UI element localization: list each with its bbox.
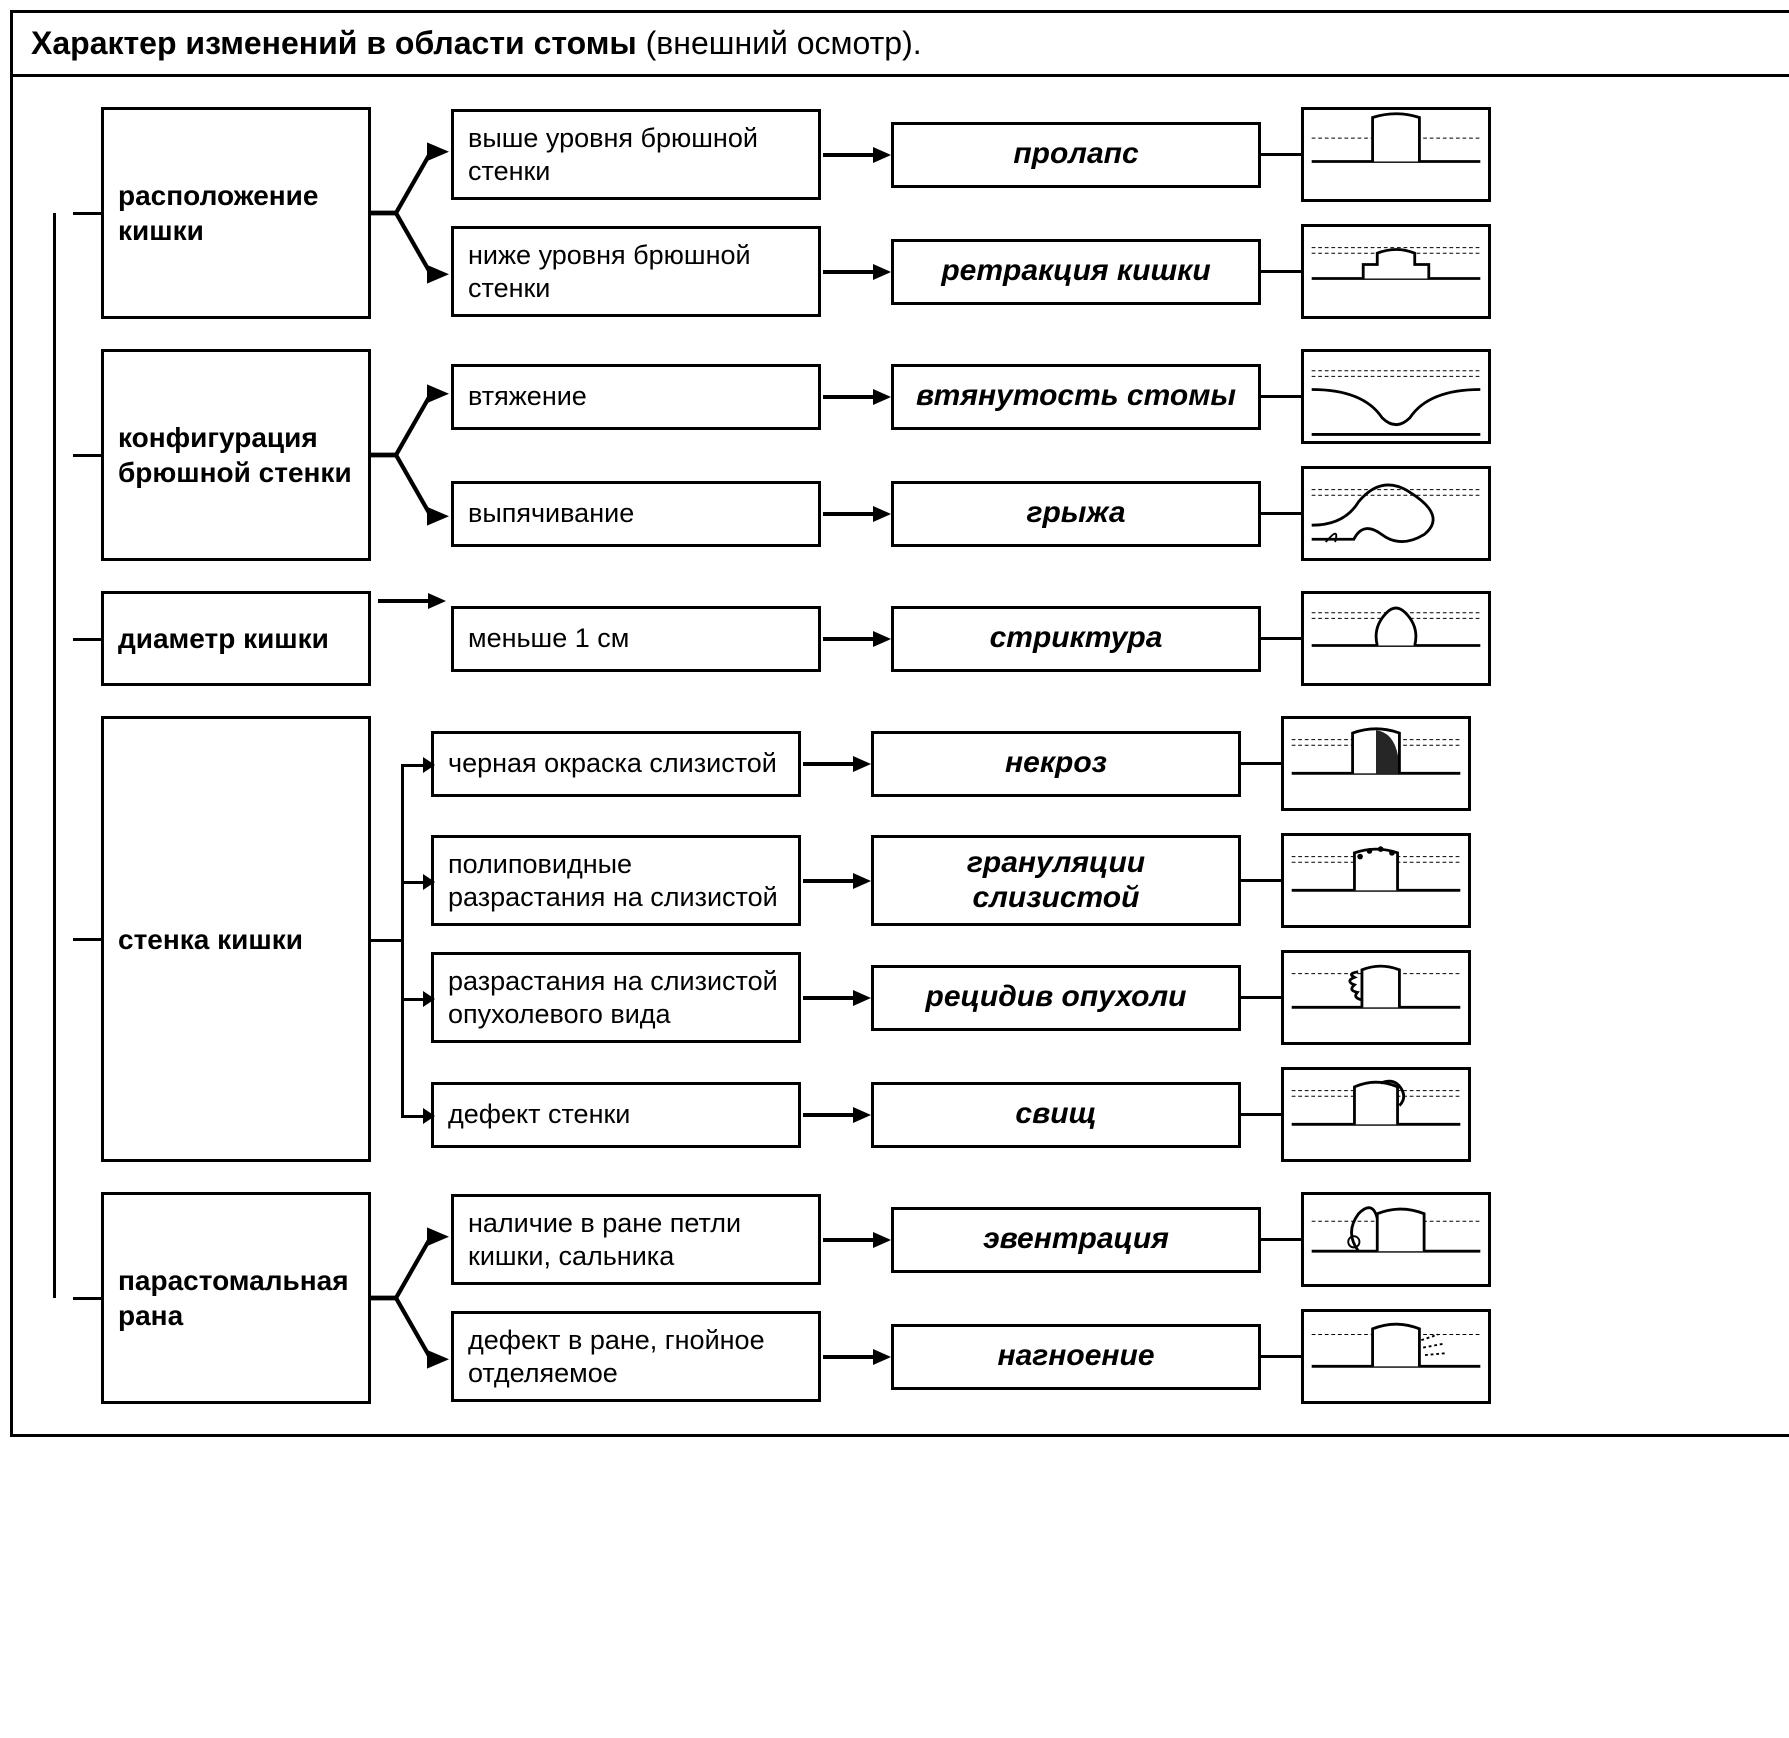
observation-box: наличие в ране петли кишки, сальника: [451, 1194, 821, 1285]
schematic-icon: [1301, 107, 1491, 202]
diagram-row: черная окраска слизистой некроз: [431, 716, 1776, 811]
branch-connector: [371, 1192, 451, 1404]
arrow-icon: [801, 754, 871, 774]
connector-line: [1241, 879, 1281, 882]
observation-box: выше уровня брюшной стенки: [451, 109, 821, 200]
diagram-row: полиповидные разрастания на слизистой гра…: [431, 833, 1776, 928]
diagram-row: втяжение втянутость стомы: [451, 349, 1776, 444]
title-paren: (внешний осмотр).: [646, 25, 922, 61]
diagnosis-box: грануляции слизистой: [871, 835, 1241, 926]
diagnosis-box: ретракция кишки: [891, 239, 1261, 305]
observation-box: дефект стенки: [431, 1082, 801, 1148]
connector-line: [1241, 762, 1281, 765]
diagnosis-box: нагноение: [891, 1324, 1261, 1390]
arrow-icon: [801, 988, 871, 1008]
arrow-icon: [801, 1105, 871, 1125]
arrow-icon: [821, 504, 891, 524]
observation-box: дефект в ране, гнойное отделяемое: [451, 1311, 821, 1402]
category-box: конфигурация брюшной стенки: [101, 349, 371, 561]
schematic-icon: [1301, 224, 1491, 319]
diagram-row: разрастания на слизистой опухолевого вид…: [431, 950, 1776, 1045]
branch-connector: [371, 349, 451, 561]
schematic-icon: [1281, 716, 1471, 811]
rows: втяжение втянутость стомы выпячивание грыжа: [451, 349, 1776, 561]
section: парастомальная рана наличие в ране петли…: [33, 1192, 1776, 1404]
connector-line: [1241, 996, 1281, 999]
rows: выше уровня брюшной стенки пролапс ниже ур…: [451, 107, 1776, 319]
rows: черная окраска слизистой некроз полиповидн…: [431, 716, 1776, 1162]
category-box: стенка кишки: [101, 716, 371, 1162]
diagram-row: меньше 1 см стриктура: [451, 591, 1776, 686]
arrow-icon: [821, 1347, 891, 1367]
diagram-row: выпячивание грыжа: [451, 466, 1776, 561]
spine-tick: [73, 638, 101, 641]
section: расположение кишки выше уровня брюшной с…: [33, 107, 1776, 319]
section: стенка кишки черная окраска слизистой некр…: [33, 716, 1776, 1162]
connector-line: [1261, 1238, 1301, 1241]
rows: меньше 1 см стриктура: [451, 591, 1776, 686]
diagram-row: ниже уровня брюшной стенки ретракция кишк…: [451, 224, 1776, 319]
diagnosis-box: пролапс: [891, 122, 1261, 188]
arrow-icon: [821, 387, 891, 407]
observation-box: втяжение: [451, 364, 821, 430]
diagnosis-box: свищ: [871, 1082, 1241, 1148]
section: диаметр кишки меньше 1 см стриктура: [33, 591, 1776, 686]
arrow-icon: [821, 145, 891, 165]
diagram-row: наличие в ране петли кишки, сальника эвен…: [451, 1192, 1776, 1287]
diagnosis-box: некроз: [871, 731, 1241, 797]
section: конфигурация брюшной стенки втяжение втян…: [33, 349, 1776, 561]
diagnosis-box: рецидив опухоли: [871, 965, 1241, 1031]
diagnosis-box: грыжа: [891, 481, 1261, 547]
rows: наличие в ране петли кишки, сальника эвен…: [451, 1192, 1776, 1404]
spine-tick: [73, 454, 101, 457]
connector-line: [1261, 395, 1301, 398]
arrow-icon: [801, 871, 871, 891]
category-box: расположение кишки: [101, 107, 371, 319]
arrow-icon: [371, 591, 451, 611]
spine-tick: [73, 938, 101, 941]
category-box: диаметр кишки: [101, 591, 371, 686]
diagnosis-box: эвентрация: [891, 1207, 1261, 1273]
diagram-body: расположение кишки выше уровня брюшной с…: [13, 77, 1789, 1434]
branch-connector: [371, 107, 451, 319]
connector-line: [1241, 1113, 1281, 1116]
diagram-row: выше уровня брюшной стенки пролапс: [451, 107, 1776, 202]
observation-box: разрастания на слизистой опухолевого вид…: [431, 952, 801, 1043]
connector-line: [1261, 637, 1301, 640]
category-box: парастомальная рана: [101, 1192, 371, 1404]
diagram-row: дефект стенки свищ: [431, 1067, 1776, 1162]
schematic-icon: [1301, 1192, 1491, 1287]
schematic-icon: [1301, 349, 1491, 444]
observation-box: черная окраска слизистой: [431, 731, 801, 797]
bracket-connector: [371, 716, 431, 1162]
schematic-icon: [1301, 591, 1491, 686]
arrow-icon: [821, 629, 891, 649]
connector-line: [1261, 153, 1301, 156]
title-main: Характер изменений в области стомы: [31, 25, 637, 61]
diagnosis-box: стриктура: [891, 606, 1261, 672]
schematic-icon: [1281, 1067, 1471, 1162]
observation-box: полиповидные разрастания на слизистой: [431, 835, 801, 926]
spine-tick: [73, 1297, 101, 1300]
observation-box: выпячивание: [451, 481, 821, 547]
diagnosis-box: втянутость стомы: [891, 364, 1261, 430]
schematic-icon: [1281, 833, 1471, 928]
arrow-icon: [821, 1230, 891, 1250]
observation-box: меньше 1 см: [451, 606, 821, 672]
arrow-icon: [821, 262, 891, 282]
spine-tick: [73, 212, 101, 215]
observation-box: ниже уровня брюшной стенки: [451, 226, 821, 317]
connector-line: [1261, 512, 1301, 515]
schematic-icon: [1281, 950, 1471, 1045]
diagram-row: дефект в ране, гнойное отделяемое нагноен…: [451, 1309, 1776, 1404]
diagram-title: Характер изменений в области стомы (внеш…: [13, 13, 1789, 77]
connector-line: [1261, 270, 1301, 273]
diagram-container: Характер изменений в области стомы (внеш…: [10, 10, 1789, 1437]
schematic-icon: [1301, 466, 1491, 561]
connector-line: [1261, 1355, 1301, 1358]
schematic-icon: [1301, 1309, 1491, 1404]
